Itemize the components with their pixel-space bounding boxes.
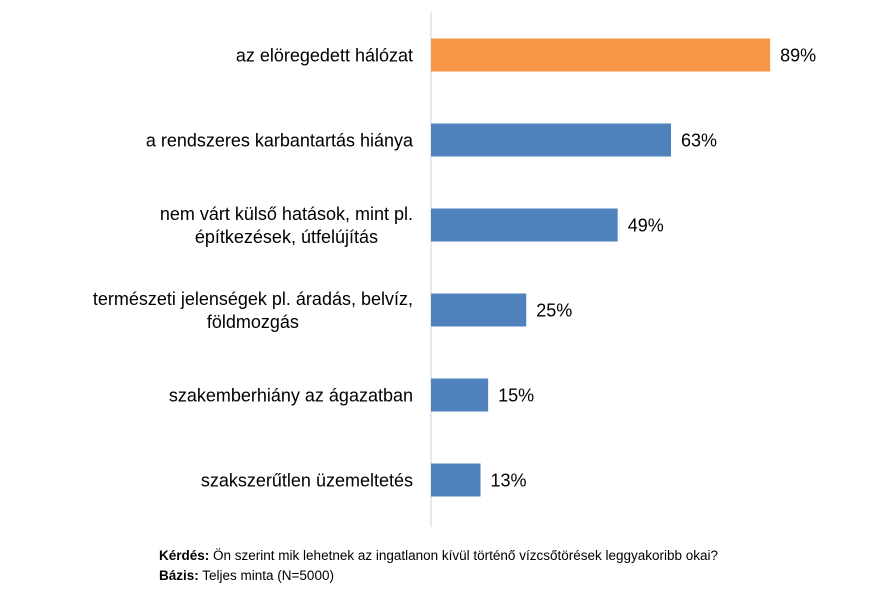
base-label: Bázis: [159, 568, 199, 583]
category-label-line: az elöregedett hálózat [236, 46, 413, 66]
bar-chart: az elöregedett hálózat a rendszeres karba… [93, 12, 817, 527]
category-label-5: szakemberhiány az ágazatban [169, 386, 413, 406]
category-label-line: nem várt külső hatások, mint pl. [160, 204, 413, 224]
bars-group [431, 38, 771, 497]
category-label-line: földmozgás [207, 312, 299, 332]
bar-3 [431, 208, 618, 242]
value-label-2: 63% [681, 131, 717, 151]
question-label: Kérdés: [159, 548, 210, 563]
category-label-line: szakszerűtlen üzemeltetés [201, 471, 413, 491]
question-line: Kérdés: Ön szerint mik lehetnek az ingat… [159, 546, 718, 566]
bar-5 [431, 378, 489, 412]
bar-6 [431, 463, 481, 497]
value-label-3: 49% [628, 216, 664, 236]
bar-4 [431, 293, 527, 327]
question-text: Ön szerint mik lehetnek az ingatlanon kí… [209, 548, 719, 563]
value-label-6: 13% [491, 471, 527, 491]
category-label-6: szakszerűtlen üzemeltetés [201, 471, 413, 491]
bar-2 [431, 123, 672, 157]
value-label-5: 15% [498, 386, 534, 406]
category-label-4: természeti jelenségek pl. áradás, belvíz… [93, 289, 413, 332]
category-label-2: a rendszeres karbantartás hiánya [146, 131, 414, 151]
chart-footer: Kérdés: Ön szerint mik lehetnek az ingat… [159, 546, 718, 586]
category-labels-group: az elöregedett hálózat a rendszeres karba… [93, 46, 414, 491]
category-label-1: az elöregedett hálózat [236, 46, 413, 66]
bar-1 [431, 38, 771, 72]
category-label-line: szakemberhiány az ágazatban [169, 386, 413, 406]
category-label-3: nem várt külső hatások, mint pl. építkezé… [160, 204, 413, 247]
base-text: Teljes minta (N=5000) [198, 568, 334, 583]
category-label-line: természeti jelenségek pl. áradás, belvíz… [93, 289, 413, 309]
category-label-line: építkezések, útfelújítás [195, 227, 378, 247]
value-label-4: 25% [536, 301, 572, 321]
category-label-line: a rendszeres karbantartás hiánya [146, 131, 414, 151]
value-labels-group: 89% 63% 49% 25% 15% 13% [491, 46, 817, 491]
value-label-1: 89% [780, 46, 816, 66]
base-line: Bázis: Teljes minta (N=5000) [159, 566, 718, 586]
